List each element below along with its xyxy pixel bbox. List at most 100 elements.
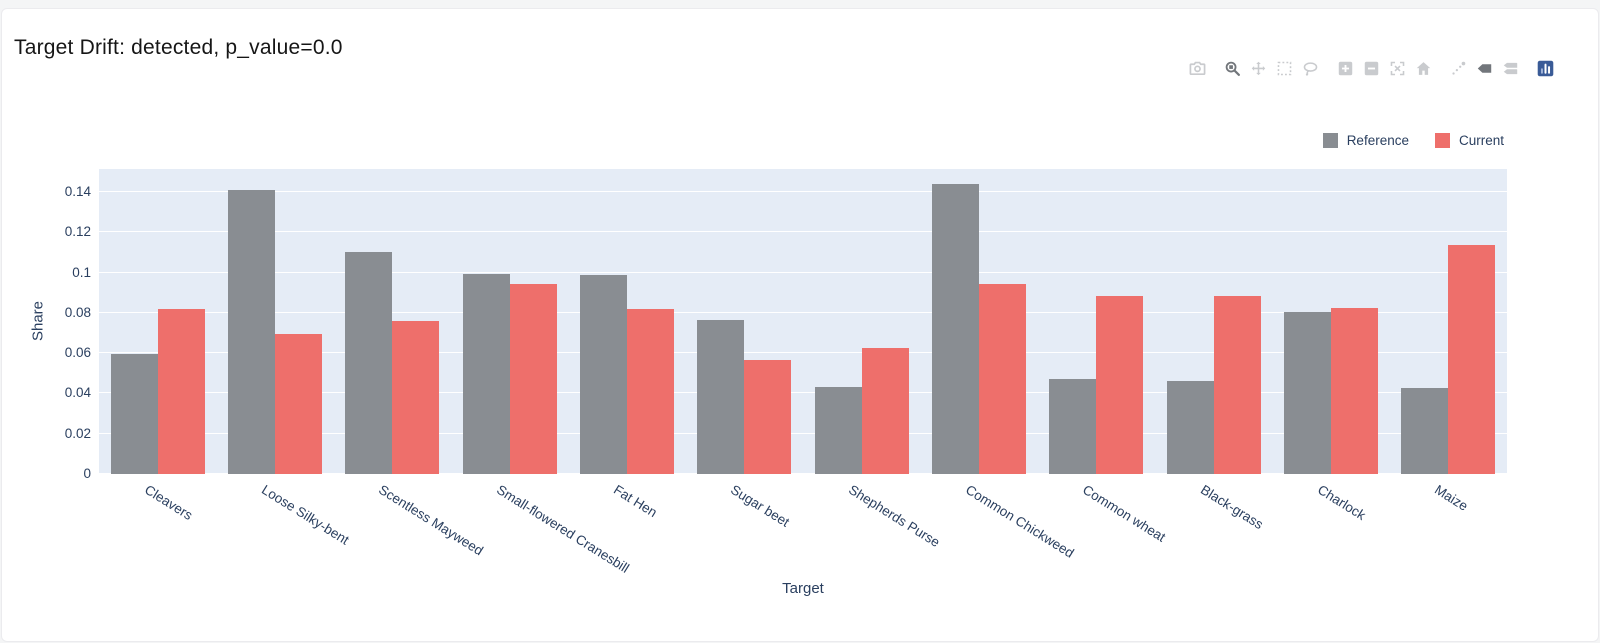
plotly-logo-button[interactable]	[1532, 57, 1558, 79]
bar-reference[interactable]	[1284, 311, 1331, 474]
plotly-modebar	[1175, 57, 1558, 79]
x-tick-label: Small-flowered Cranesbill	[493, 482, 632, 576]
bar-group	[568, 169, 685, 474]
bar-reference[interactable]	[697, 319, 745, 474]
bar-group	[1272, 169, 1389, 474]
bar-reference[interactable]	[814, 386, 862, 474]
lasso-select-button[interactable]	[1297, 57, 1323, 79]
bar-group	[1038, 169, 1155, 474]
zoom-in-button[interactable]	[1332, 57, 1358, 79]
gridline	[99, 352, 1507, 354]
bar-current[interactable]	[274, 334, 322, 474]
legend-item-current[interactable]: Current	[1434, 133, 1504, 148]
modebar-group	[1445, 57, 1523, 79]
x-tick-label: Black-grass	[1197, 482, 1266, 533]
x-tick-label: Scentless Mayweed	[376, 482, 487, 559]
bar-group	[803, 169, 920, 474]
bar-group	[451, 169, 568, 474]
bar-current[interactable]	[861, 347, 909, 474]
plot-area[interactable]	[99, 169, 1507, 474]
reset-axes-button[interactable]	[1410, 57, 1436, 79]
modebar-group	[1532, 57, 1558, 79]
bar-group	[99, 169, 216, 474]
bar-group	[1390, 169, 1507, 474]
reset-axes-icon	[1415, 60, 1432, 77]
bar-current[interactable]	[1448, 245, 1496, 474]
chart-legend: Reference Current	[1322, 133, 1504, 148]
x-tick-label: Common Chickweed	[963, 482, 1077, 561]
lasso-select-icon	[1302, 60, 1319, 77]
y-tick-label: 0.12	[64, 224, 91, 240]
pan-button[interactable]	[1245, 57, 1271, 79]
bar-reference[interactable]	[110, 354, 158, 474]
box-select-button[interactable]	[1271, 57, 1297, 79]
bar-current[interactable]	[978, 283, 1026, 474]
gridline	[99, 311, 1507, 313]
y-axis-title: Share	[29, 300, 47, 342]
y-tick-label: 0.02	[64, 425, 91, 441]
modebar-group	[1184, 57, 1210, 79]
hover-compare-icon	[1502, 60, 1519, 77]
bar-reference[interactable]	[1401, 388, 1449, 474]
bar-reference[interactable]	[462, 273, 510, 474]
bar-group	[334, 169, 451, 474]
bar-group	[920, 169, 1037, 474]
x-tick-label: Shepherds Purse	[845, 482, 943, 551]
bar-current[interactable]	[509, 283, 557, 474]
gridline	[99, 231, 1507, 233]
zoom-icon	[1224, 60, 1241, 77]
gridline	[99, 432, 1507, 434]
bar-current[interactable]	[1330, 308, 1378, 474]
x-tick-label: Loose Silky-bent	[259, 482, 352, 548]
x-tick-label: Common wheat	[1080, 482, 1169, 545]
gridline	[99, 190, 1507, 192]
x-axis-title: Target	[782, 580, 824, 597]
gridline	[99, 392, 1507, 394]
modebar-group	[1219, 57, 1323, 79]
bar-current[interactable]	[744, 360, 792, 474]
zoom-in-icon	[1337, 60, 1354, 77]
bar-current[interactable]	[626, 308, 674, 474]
toggle-spikelines-button[interactable]	[1445, 57, 1471, 79]
autoscale-icon	[1389, 60, 1406, 77]
bar-current[interactable]	[1213, 295, 1261, 474]
bar-reference[interactable]	[580, 274, 627, 474]
legend-label: Current	[1458, 133, 1504, 148]
zoom-button[interactable]	[1219, 57, 1245, 79]
x-tick-label: Fat Hen	[611, 482, 660, 521]
zoom-out-icon	[1363, 60, 1380, 77]
page-title: Target Drift: detected, p_value=0.0	[14, 36, 343, 60]
legend-label: Reference	[1346, 133, 1409, 148]
gridline	[99, 271, 1507, 273]
box-select-icon	[1276, 60, 1293, 77]
hover-compare-button[interactable]	[1497, 57, 1523, 79]
bar-current[interactable]	[1096, 295, 1144, 474]
bar-reference[interactable]	[932, 183, 979, 474]
zoom-out-button[interactable]	[1358, 57, 1384, 79]
autoscale-button[interactable]	[1384, 57, 1410, 79]
bar-current[interactable]	[157, 308, 205, 474]
bar-group	[1155, 169, 1272, 474]
legend-swatch-icon	[1322, 133, 1338, 148]
y-tick-label: 0	[83, 466, 91, 481]
plotly-logo-icon	[1537, 60, 1554, 77]
x-tick-label: Charlock	[1315, 482, 1369, 523]
bars-row	[99, 169, 1507, 474]
y-tick-label: 0.06	[64, 345, 91, 361]
bar-reference[interactable]	[345, 252, 393, 474]
bar-reference[interactable]	[1049, 379, 1097, 474]
x-tick-label: Sugar beet	[728, 482, 793, 530]
legend-item-reference[interactable]: Reference	[1322, 133, 1409, 148]
download-png-button[interactable]	[1184, 57, 1210, 79]
y-tick-label: 0.1	[72, 264, 91, 280]
bar-reference[interactable]	[1166, 380, 1214, 474]
bar-current[interactable]	[392, 320, 440, 474]
hover-closest-icon	[1476, 60, 1493, 77]
y-tick-label: 0.14	[64, 183, 91, 199]
y-tick-label: 0.08	[64, 304, 91, 320]
hover-closest-button[interactable]	[1471, 57, 1497, 79]
bar-group	[216, 169, 333, 474]
y-tick-label: 0.04	[64, 385, 91, 401]
bar-reference[interactable]	[228, 189, 275, 474]
